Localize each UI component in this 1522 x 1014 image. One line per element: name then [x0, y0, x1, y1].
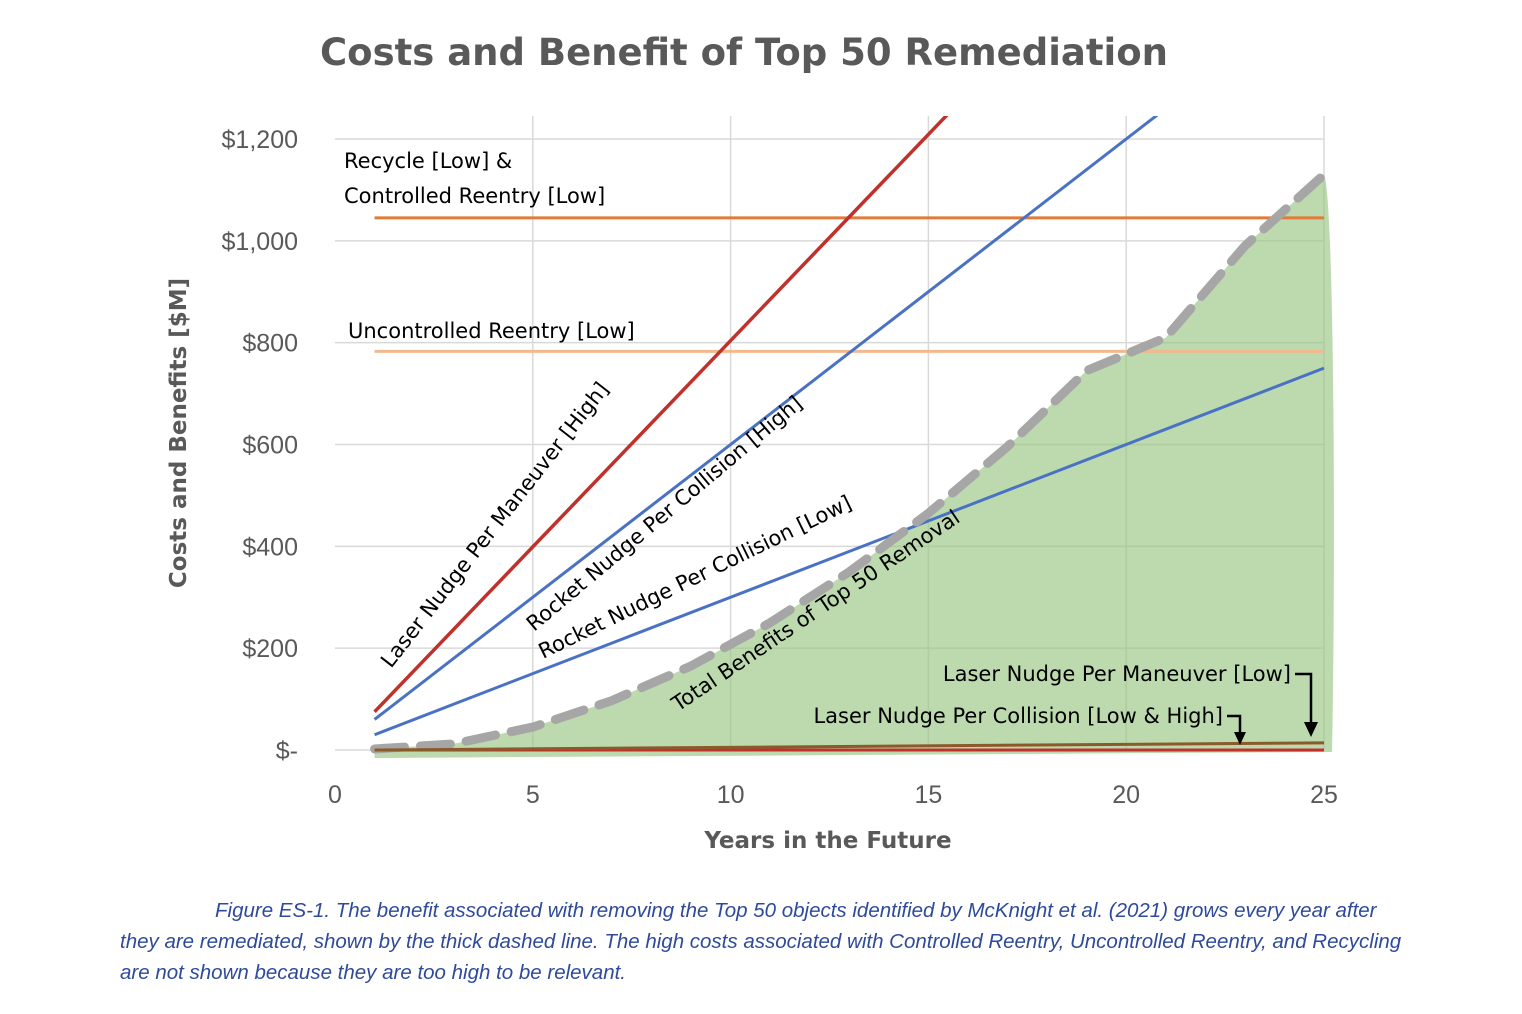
- callout-arrows: [1227, 672, 1318, 745]
- label-recycle-line1: Recycle [Low] &: [344, 149, 512, 173]
- arrowhead-laser-maneuver-low: [1304, 722, 1318, 737]
- y-tick-label: $1,000: [222, 228, 298, 256]
- benefit-area-fill: [374, 174, 1334, 758]
- series-lines: [370, 116, 1328, 754]
- y-axis-title: Costs and Benefits [$M]: [166, 278, 192, 588]
- y-tick-label: $-: [276, 737, 298, 765]
- y-tick-label: $200: [242, 635, 298, 663]
- x-tick-label: 5: [526, 781, 540, 809]
- label-uncontrolled-reentry: Uncontrolled Reentry [Low]: [348, 319, 635, 343]
- series-line-4: [374, 366, 1325, 737]
- series-line-7: [374, 741, 1325, 752]
- series-line-2: [373, 116, 949, 714]
- series-line-3: [373, 116, 1159, 721]
- x-tick-label: 20: [1112, 781, 1140, 809]
- label-laser-maneuver-low: Laser Nudge Per Maneuver [Low]: [943, 662, 1291, 686]
- x-tick-label: 0: [328, 781, 342, 809]
- y-tick-label: $400: [242, 533, 298, 561]
- figure-caption: Figure ES-1. The benefit associated with…: [120, 899, 1402, 984]
- x-tick-label: 25: [1310, 781, 1338, 809]
- series-line-5: [370, 170, 1328, 754]
- arrow-laser-maneuver-low: [1295, 672, 1313, 723]
- chart-title: Costs and Benefit of Top 50 Remediation: [320, 31, 1168, 74]
- benefit-area: [374, 174, 1334, 758]
- x-tick-label: 10: [717, 781, 745, 809]
- chart: Costs and Benefit of Top 50 Remediation …: [166, 31, 1338, 854]
- y-tick-label: $1,200: [222, 126, 298, 154]
- x-axis-title: Years in the Future: [703, 828, 951, 854]
- label-laser-collision: Laser Nudge Per Collision [Low & High]: [813, 704, 1223, 728]
- arrow-laser-collision: [1227, 714, 1242, 733]
- x-tick-label: 15: [914, 781, 942, 809]
- arrowhead-laser-collision: [1234, 732, 1246, 745]
- y-tick-label: $800: [242, 330, 298, 358]
- label-recycle-line2: Controlled Reentry [Low]: [344, 184, 605, 208]
- y-tick-label: $600: [242, 432, 298, 460]
- tick-labels: 0 5 10 15 20 25 $- $200 $400 $600 $800 $1,000 $1,200: [222, 126, 1338, 809]
